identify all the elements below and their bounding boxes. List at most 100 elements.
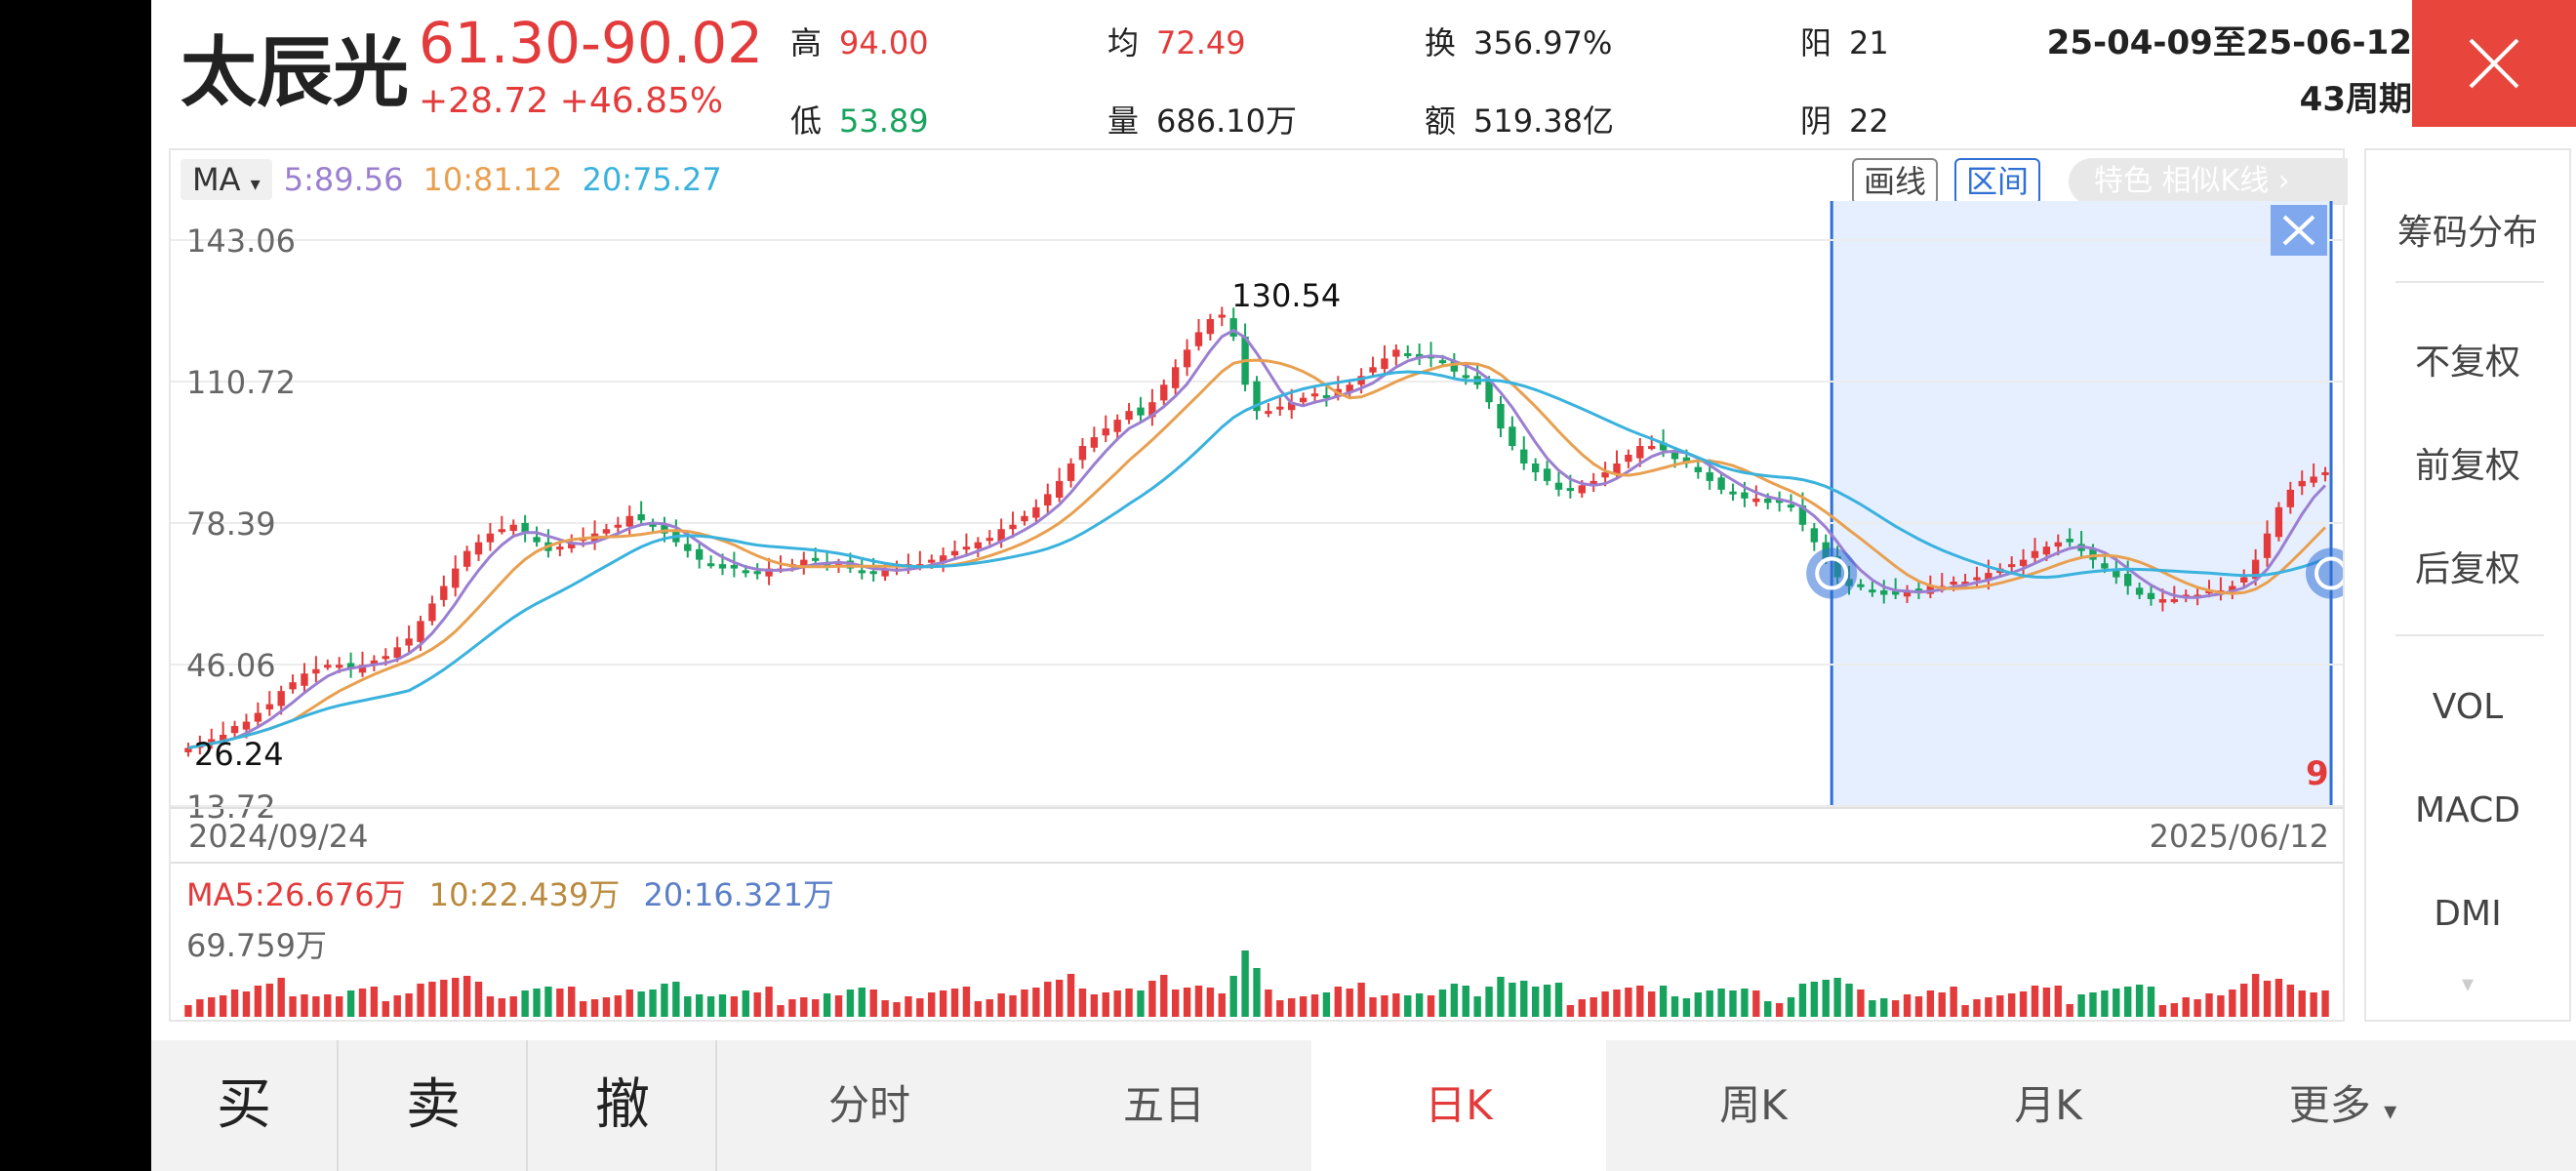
candle bbox=[2310, 463, 2317, 488]
range-button[interactable]: 区间 bbox=[1954, 158, 2041, 205]
volume-bar bbox=[1810, 982, 1819, 1017]
candle-body bbox=[625, 515, 633, 527]
volume-bar bbox=[1706, 990, 1713, 1017]
candle bbox=[1543, 461, 1551, 486]
volume-bar bbox=[1299, 996, 1308, 1017]
forward-adjust-button[interactable]: 前复权 bbox=[2414, 446, 2520, 486]
candle bbox=[1531, 458, 1540, 481]
tab-daily-k[interactable]: 日K bbox=[1311, 1040, 1606, 1171]
ma-indicator-select[interactable]: MA ▾ bbox=[181, 159, 272, 200]
candle bbox=[637, 501, 645, 525]
candle bbox=[230, 720, 239, 740]
volume-bar bbox=[1473, 996, 1481, 1017]
volume-bar bbox=[858, 988, 865, 1017]
volume-bar bbox=[1950, 987, 1957, 1017]
candle-body bbox=[1625, 455, 1632, 463]
volume-bar bbox=[1218, 993, 1226, 1017]
tab-more[interactable]: 更多 ▾ bbox=[2195, 1040, 2490, 1171]
vol-ma10-value: 10:22.439万 bbox=[428, 876, 621, 913]
volume-bar bbox=[358, 989, 367, 1017]
candle bbox=[324, 659, 332, 670]
candle bbox=[509, 519, 517, 538]
range-close-icon[interactable] bbox=[2271, 205, 2327, 256]
volume-bar bbox=[1322, 992, 1331, 1017]
buy-button[interactable]: 买 bbox=[151, 1040, 339, 1171]
stat-turnover-value: 356.97% bbox=[1473, 24, 1613, 61]
volume-bar bbox=[765, 987, 773, 1017]
stat-amount-value: 519.38亿 bbox=[1473, 102, 1614, 140]
candle-body bbox=[2170, 598, 2179, 602]
volume-bar bbox=[2182, 997, 2190, 1017]
range-start-handle[interactable] bbox=[1806, 547, 1858, 599]
similar-kline-button[interactable]: 特色 相似K线 › bbox=[2069, 158, 2348, 205]
tab-weekly-k[interactable]: 周K bbox=[1719, 1081, 1788, 1129]
volume-bar bbox=[2101, 990, 2109, 1017]
stat-volume-value: 686.10万 bbox=[1156, 102, 1297, 140]
tab-monthly-k[interactable]: 月K bbox=[2014, 1081, 2082, 1129]
volume-bar bbox=[939, 990, 947, 1017]
candle bbox=[2321, 466, 2329, 482]
candle bbox=[1113, 414, 1121, 441]
candle-body bbox=[742, 570, 749, 574]
candle-body bbox=[498, 529, 506, 533]
candle bbox=[1775, 491, 1784, 512]
candle bbox=[1171, 359, 1180, 395]
close-button[interactable] bbox=[2412, 0, 2576, 127]
tab-five-day[interactable]: 五日 bbox=[1122, 1081, 1205, 1129]
volume-bar bbox=[1078, 989, 1087, 1017]
stat-volume: 量 686.10万 bbox=[1107, 101, 1297, 141]
candle-body bbox=[1914, 588, 1923, 592]
candle bbox=[649, 518, 657, 532]
volume-bar bbox=[2124, 987, 2132, 1017]
volume-bar bbox=[1566, 1005, 1575, 1017]
stat-amount-label: 额 bbox=[1425, 102, 1457, 140]
ma10-value: 10:81.12 bbox=[423, 161, 563, 198]
sell-button[interactable]: 卖 bbox=[341, 1040, 528, 1171]
dmi-indicator-button[interactable]: DMI bbox=[2434, 894, 2502, 934]
macd-indicator-button[interactable]: MACD bbox=[2415, 790, 2520, 830]
volume-bar bbox=[230, 989, 239, 1017]
volume-bar bbox=[312, 996, 320, 1017]
tab-more-label: 更多 bbox=[2288, 1081, 2371, 1129]
backward-adjust-button[interactable]: 后复权 bbox=[2414, 549, 2520, 589]
candle bbox=[1381, 344, 1389, 376]
vol-indicator-button[interactable]: VOL bbox=[2432, 687, 2504, 727]
period-count: 43周期 bbox=[2299, 80, 2412, 119]
no-adjust-button[interactable]: 不复权 bbox=[2414, 343, 2520, 383]
candle-body bbox=[1590, 480, 1597, 486]
volume-bar bbox=[730, 996, 739, 1017]
candle-body bbox=[2158, 598, 2167, 603]
candle-body bbox=[1462, 375, 1469, 379]
draw-line-button[interactable]: 画线 bbox=[1852, 158, 1939, 205]
candle-body bbox=[1543, 468, 1551, 481]
candle-body bbox=[1648, 446, 1656, 450]
tab-intraday[interactable]: 分时 bbox=[827, 1081, 910, 1129]
candle bbox=[1450, 352, 1459, 379]
stat-low-value: 53.89 bbox=[839, 102, 929, 140]
candle-body bbox=[1509, 426, 1516, 447]
candle bbox=[556, 541, 564, 557]
chip-distribution-button[interactable]: 筹码分布 bbox=[2396, 213, 2538, 253]
scroll-down-icon[interactable]: ▾ bbox=[2461, 970, 2475, 997]
candle bbox=[1903, 585, 1912, 604]
candle bbox=[1021, 510, 1028, 526]
volume-ma-legend: MA5:26.676万 10:22.439万 20:16.321万 bbox=[186, 870, 834, 915]
volume-bar bbox=[1787, 997, 1795, 1017]
volume-bar bbox=[962, 987, 971, 1017]
volume-bar bbox=[1404, 995, 1412, 1017]
candle-body bbox=[184, 747, 192, 752]
candle bbox=[405, 625, 413, 653]
candle-body bbox=[1670, 452, 1679, 460]
stat-up-label: 阳 bbox=[1800, 24, 1832, 61]
candle-body bbox=[1299, 397, 1308, 403]
volume-bar bbox=[2007, 993, 2016, 1017]
volume-bar bbox=[893, 1002, 901, 1017]
volume-bar bbox=[1229, 976, 1237, 1017]
range-end-handle[interactable] bbox=[2306, 547, 2343, 599]
candle-body bbox=[695, 548, 704, 560]
cancel-order-button[interactable]: 撤 bbox=[530, 1040, 717, 1171]
stat-down-label: 阴 bbox=[1800, 102, 1832, 140]
volume-bar bbox=[1055, 980, 1064, 1017]
candle-body bbox=[637, 513, 645, 521]
